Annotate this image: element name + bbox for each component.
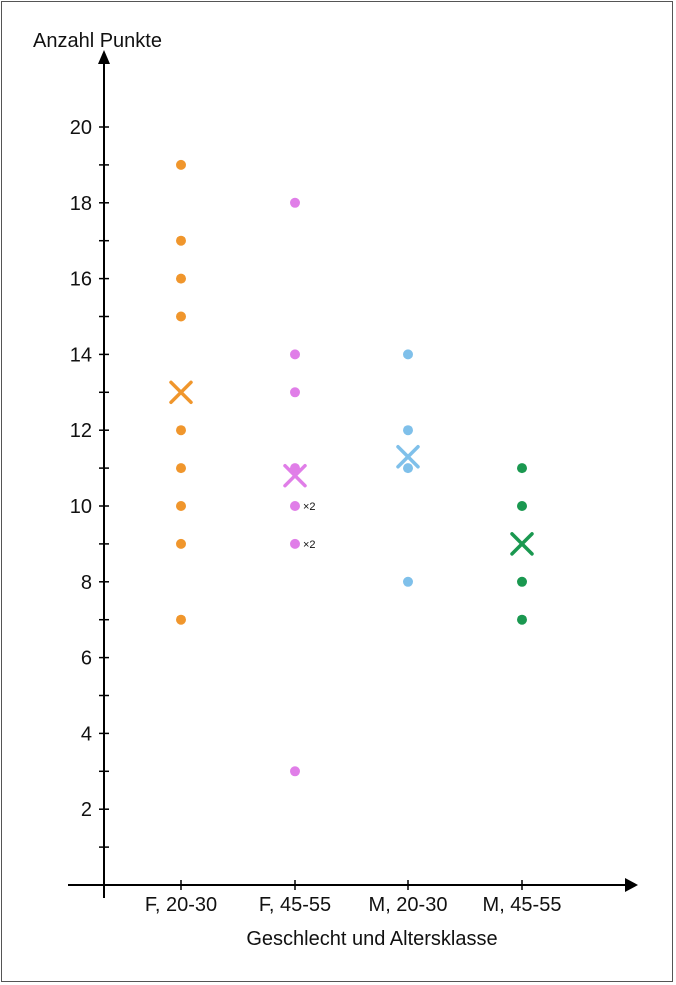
y-tick-label: 14 [70,344,92,366]
data-point [176,463,186,474]
x-tick-label: M, 20-30 [369,894,448,916]
data-point [290,197,300,208]
data-point [403,463,413,474]
mean-marker-stroke [169,380,193,405]
data-point [403,576,413,587]
data-point [290,501,300,511]
data-point [176,501,186,511]
y-tick-label: 2 [81,799,92,821]
data-point [517,463,527,474]
data-point [517,614,527,625]
x-tick-label: M, 45-55 [483,894,562,916]
data-point [176,159,186,170]
y-tick-label: 8 [81,572,92,594]
data-marks: ×2 ×2 [169,159,534,777]
y-tick-label: 6 [81,648,92,670]
y-axis-arrow [98,50,110,64]
x-axis-label: Geschlecht und Altersklasse [246,928,497,950]
data-point [176,235,186,246]
data-point [290,463,300,474]
data-point [176,614,186,625]
data-point [517,576,527,587]
axes: 2 4 6 8 10 12 14 16 18 20 F, 20-30 F, 45-55 M, 20-30… [68,50,638,916]
x-axis-arrow [625,878,638,892]
point-count-label: ×2 [303,501,316,513]
data-point [290,766,300,777]
data-point [176,425,186,436]
mean-marker-stroke [283,463,307,488]
y-tick-label: 18 [70,193,92,215]
mean-marker [169,380,193,405]
y-tick-label: 10 [70,496,92,518]
data-point [403,425,413,436]
mean-marker [510,532,534,556]
y-tick-label: 12 [70,420,92,442]
y-tick-label: 20 [70,117,92,139]
data-point [176,273,186,284]
data-point [176,538,186,549]
y-tick-label: 4 [81,723,92,745]
x-tick-label: F, 20-30 [145,894,217,916]
data-point [290,538,300,549]
data-point [403,349,413,360]
data-point [517,501,527,511]
y-axis-label: Anzahl Punkte [33,30,162,52]
point-count-label: ×2 [303,539,316,551]
mean-marker-stroke [396,444,420,469]
y-tick-label: 16 [70,269,92,291]
mean-marker [396,444,420,469]
data-point [290,349,300,360]
data-point [176,311,186,322]
data-point [290,387,300,398]
mean-marker-stroke [510,532,534,556]
x-tick-label: F, 45-55 [259,894,331,916]
mean-marker [283,463,307,488]
